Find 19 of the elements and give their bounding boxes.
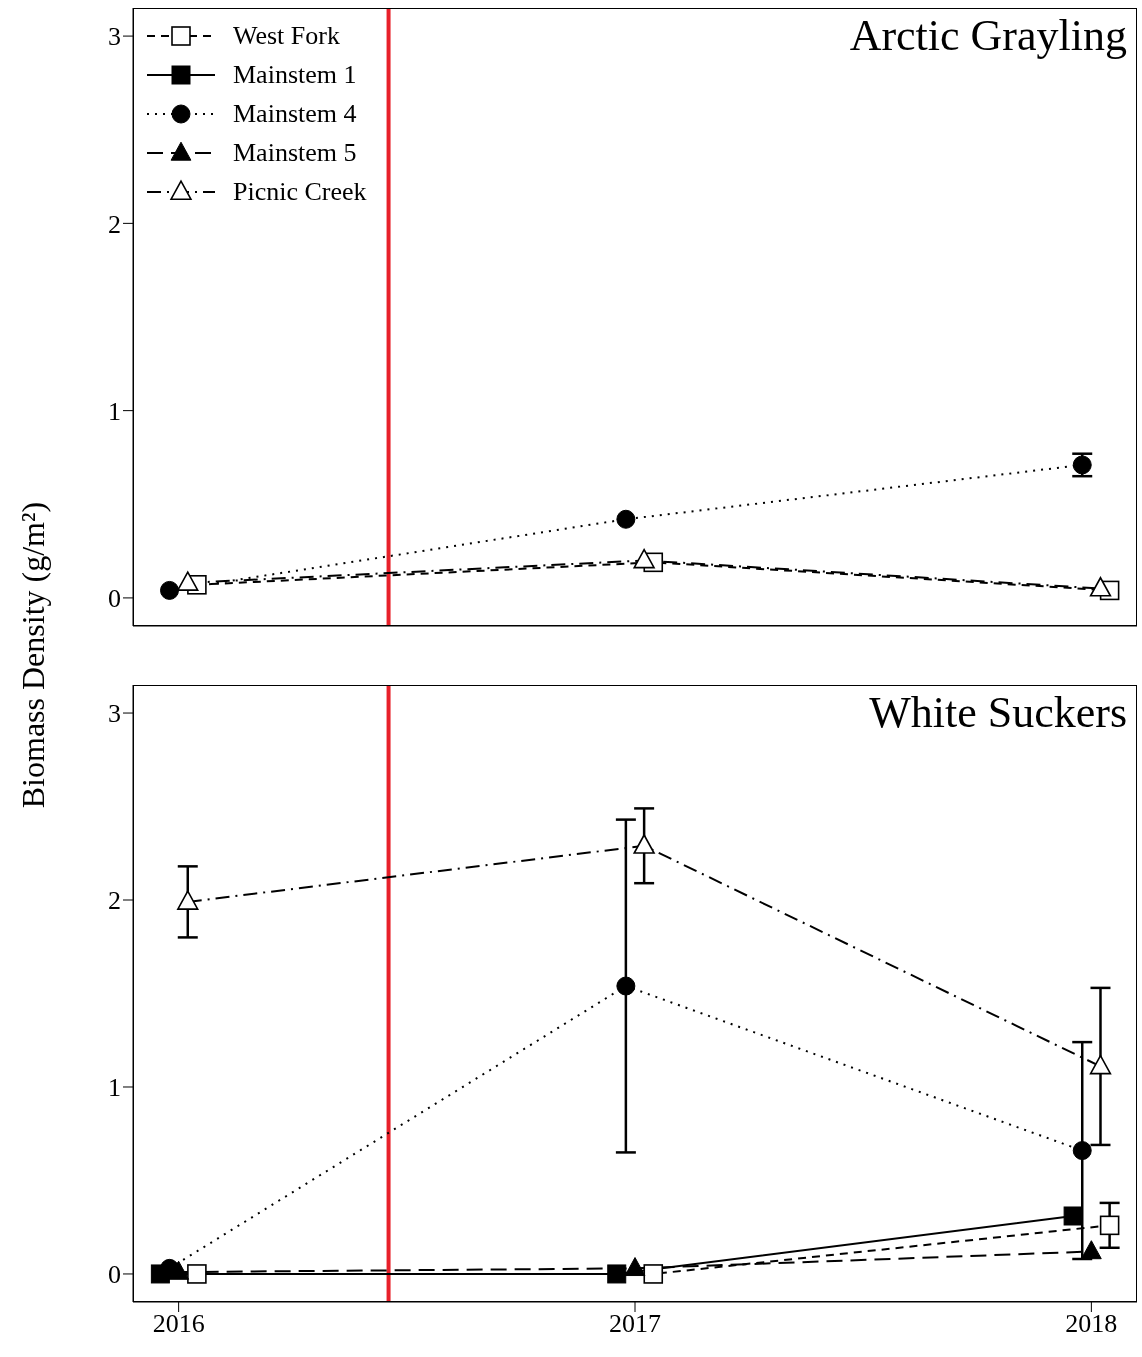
y-tick-label: 0 xyxy=(108,1260,121,1290)
legend-label: Mainstem 5 xyxy=(233,137,357,168)
x-tick-label: 2017 xyxy=(609,1309,661,1339)
legend-label: Mainstem 1 xyxy=(233,59,357,90)
y-tick-label: 2 xyxy=(108,886,121,916)
y-tick-label: 0 xyxy=(108,584,121,614)
y-tick-label: 3 xyxy=(108,699,121,729)
y-tick-label: 2 xyxy=(108,209,121,239)
chart-title: White Suckers xyxy=(869,687,1127,738)
y-tick-label: 1 xyxy=(108,396,121,426)
chart-title: Arctic Grayling xyxy=(849,10,1127,61)
x-tick-label: 2018 xyxy=(1065,1309,1118,1339)
legend-label: West Fork xyxy=(233,20,340,51)
legend-label: Mainstem 4 xyxy=(233,98,357,129)
y-axis-title: Biomass Density (g/m²) xyxy=(14,501,52,809)
x-tick-label: 2016 xyxy=(152,1309,205,1339)
y-tick-label: 1 xyxy=(108,1073,121,1103)
y-tick-label: 3 xyxy=(108,22,121,52)
legend-label: Picnic Creek xyxy=(233,176,367,207)
